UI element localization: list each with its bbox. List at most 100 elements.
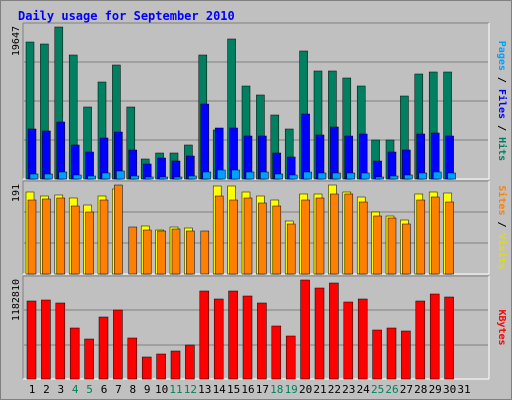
series-legend: Pages / Files / Hits	[496, 41, 508, 161]
legend-entry: /	[496, 215, 507, 233]
bar-kbytes-day-1	[26, 300, 37, 380]
bar-files-day-12	[186, 155, 195, 180]
bar-sites-day-7	[114, 184, 123, 275]
bar-pages-day-21	[317, 172, 327, 180]
x-tick-label: 16	[241, 383, 254, 396]
x-tick-label: 24	[357, 383, 371, 396]
x-tick-label: 5	[86, 383, 93, 396]
bar-files-day-11	[171, 160, 181, 180]
x-tick-label: 9	[144, 383, 151, 396]
x-tick-label: 2	[43, 383, 50, 396]
x-tick-label: 15	[227, 383, 240, 396]
bar-kbytes-day-22	[329, 282, 339, 380]
bar-files-day-30	[445, 135, 454, 180]
bar-files-day-8	[128, 149, 138, 180]
bar-kbytes-day-26	[386, 327, 397, 380]
bar-files-day-26	[387, 151, 397, 180]
bar-pages-day-22	[332, 172, 341, 180]
bar-sites-day-26	[387, 217, 397, 275]
bar-pages-day-3	[58, 171, 68, 180]
x-tick-label: 17	[256, 383, 269, 396]
x-tick-label: 14	[213, 383, 227, 396]
bar-pages-day-29	[432, 171, 442, 180]
x-tick-label: 10	[155, 383, 168, 396]
bar-kbytes-day-11	[170, 350, 181, 380]
bar-pages-day-10	[159, 176, 168, 180]
series-legend: Sites / Visits	[496, 185, 508, 269]
bar-sites-day-14	[214, 195, 224, 275]
x-tick-label: 18	[270, 383, 283, 396]
bar-files-day-23	[344, 135, 354, 180]
legend-entry: Pages	[496, 41, 507, 71]
bar-pages-day-13	[202, 171, 212, 180]
chart-panels: 19647 Pages / Files / Hits 191 Sites / Visi…	[11, 22, 508, 380]
bar-kbytes-day-14	[213, 298, 224, 380]
legend-entry: Visits	[496, 234, 508, 270]
bar-kbytes-day-8	[127, 337, 138, 380]
bar-sites-day-29	[430, 196, 440, 275]
series-files	[27, 103, 454, 180]
bar-kbytes-day-20	[300, 279, 310, 380]
x-tick-label: 29	[429, 383, 442, 396]
bar-sites-day-1	[27, 199, 37, 275]
bar-sites-day-12	[186, 230, 195, 275]
bar-kbytes-day-12	[185, 344, 195, 380]
bar-sites-day-4	[70, 205, 80, 275]
bar-sites-day-16	[243, 197, 253, 275]
bar-pages-day-7	[116, 170, 125, 180]
x-tick-label: 7	[115, 383, 122, 396]
bar-kbytes-day-13	[199, 290, 210, 380]
bar-kbytes-day-6	[98, 316, 109, 380]
bar-files-day-13	[200, 103, 210, 180]
bar-kbytes-day-28	[415, 300, 426, 380]
bar-kbytes-day-23	[343, 301, 354, 380]
bar-sites-day-10	[157, 230, 166, 275]
x-tick-label: 30	[443, 383, 456, 396]
x-tick-label: 21	[313, 383, 326, 396]
bar-kbytes-day-18	[271, 325, 282, 380]
bar-pages-day-9	[144, 176, 154, 180]
bar-pages-day-19	[288, 174, 298, 180]
bar-pages-day-26	[389, 175, 399, 180]
bar-files-day-22	[330, 126, 339, 180]
x-tick-label: 20	[299, 383, 312, 396]
x-tick-label: 23	[342, 383, 355, 396]
bar-sites-day-28	[416, 199, 426, 275]
bar-kbytes-day-25	[372, 329, 382, 380]
bar-pages-day-24	[360, 172, 370, 180]
x-tick-label: 1	[29, 383, 36, 396]
bar-sites-day-2	[42, 198, 51, 275]
bar-pages-day-17	[260, 171, 269, 180]
axis-max-label: 1182810	[11, 279, 22, 321]
bar-pages-day-6	[101, 172, 111, 180]
bar-sites-day-22	[330, 193, 339, 275]
bar-pages-day-2	[44, 173, 53, 180]
bar-files-day-10	[157, 157, 166, 180]
bar-pages-day-30	[447, 172, 456, 180]
bar-files-day-24	[358, 133, 368, 180]
axis-max-label: 191	[11, 184, 22, 202]
bar-sites-day-19	[286, 223, 296, 275]
bar-sites-day-17	[258, 202, 267, 275]
bar-pages-day-20	[303, 171, 312, 180]
bar-pages-day-1	[29, 173, 39, 180]
panel-hits-files-pages: 19647 Pages / Files / Hits	[11, 22, 508, 180]
bar-sites-day-11	[171, 228, 181, 275]
bar-pages-day-8	[130, 175, 140, 180]
bar-kbytes-day-27	[401, 330, 411, 380]
bar-sites-day-3	[56, 197, 66, 275]
bar-files-day-5	[85, 151, 94, 180]
bar-files-day-1	[27, 128, 37, 180]
x-tick-label: 31	[457, 383, 470, 396]
bar-sites-day-27	[402, 223, 411, 275]
x-tick-label: 13	[198, 383, 211, 396]
bar-kbytes-day-10	[156, 353, 166, 380]
bar-pages-day-18	[274, 173, 284, 180]
bar-pages-day-14	[216, 169, 226, 180]
bar-pages-day-12	[188, 175, 197, 180]
series-pages	[29, 169, 456, 180]
x-tick-label: 22	[328, 383, 341, 396]
bar-sites-day-8	[128, 226, 138, 275]
bar-sites-day-25	[373, 215, 382, 275]
x-tick-label: 8	[129, 383, 136, 396]
